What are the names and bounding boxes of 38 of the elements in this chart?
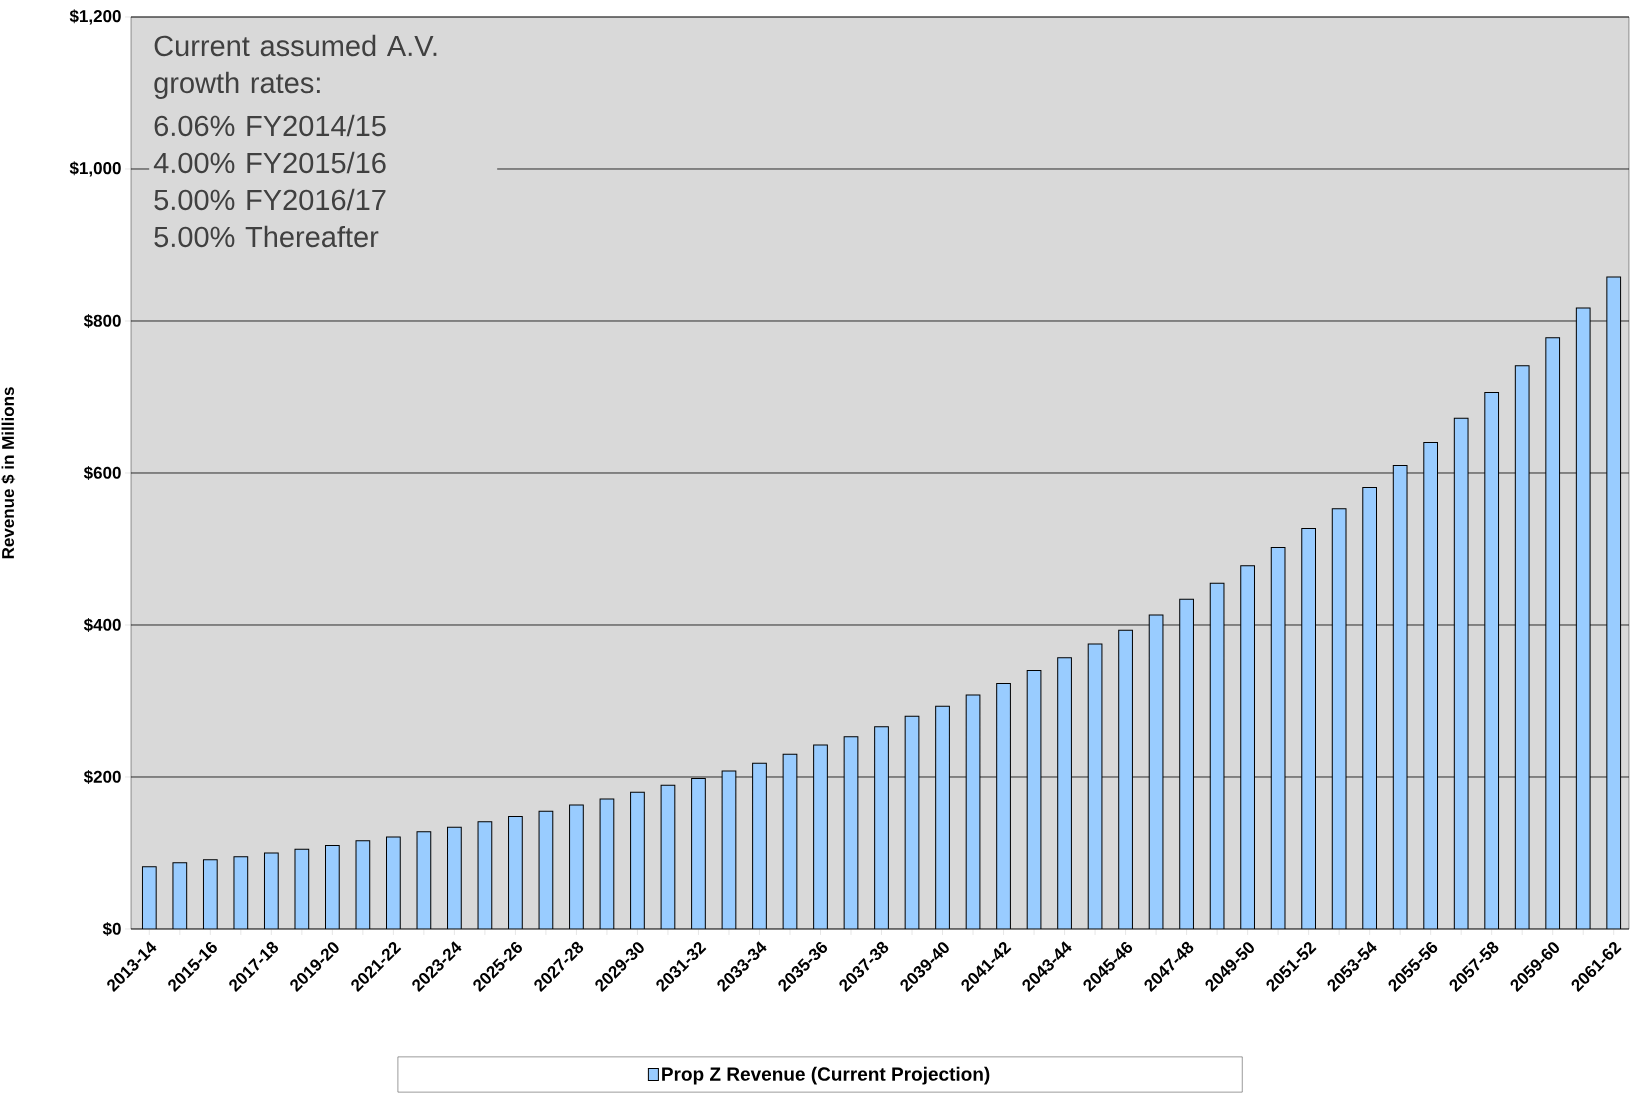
bar [935,705,950,929]
bar [508,816,523,929]
y-tick-label: $400 [83,618,121,632]
bar [325,844,340,929]
bar [1484,391,1500,929]
annotation: Current assumed A.V. growth rates: [154,34,437,99]
bar [874,726,889,929]
bar [1118,629,1133,929]
bar [1362,486,1378,929]
annotation: 4.00% FY2015/16 [153,151,386,174]
bar [996,683,1011,929]
bar [1179,598,1194,929]
y-tick-label: $0 [102,922,121,936]
y-tick-label: $800 [83,314,121,328]
bar [752,762,767,929]
bar [263,852,279,929]
bar [141,866,157,929]
bar [569,804,584,929]
bar [202,859,218,929]
y-tick-label: $1,000 [69,161,121,177]
bar [386,836,401,929]
annotation: 5.00% FY2016/17 [154,188,386,211]
bar [1545,337,1561,929]
annotation: 5.00% Thereafter [154,225,379,248]
legend-label: Prop Z Revenue (Current Projection) [662,1066,990,1085]
bar [691,778,706,929]
y-tick-label: $1,200 [69,9,121,25]
bar [1301,527,1316,929]
y-tick-label: $200 [83,770,121,784]
bar [1423,442,1439,929]
y-tick-label: $600 [83,466,121,480]
y-axis-title: Revenue $ in Millions [1,387,16,559]
bar [447,826,462,929]
bar [1057,657,1072,929]
annotation: 6.06% FY2014/15 [154,114,386,137]
bar [813,744,828,929]
bar [630,791,645,929]
bar [1240,565,1255,929]
